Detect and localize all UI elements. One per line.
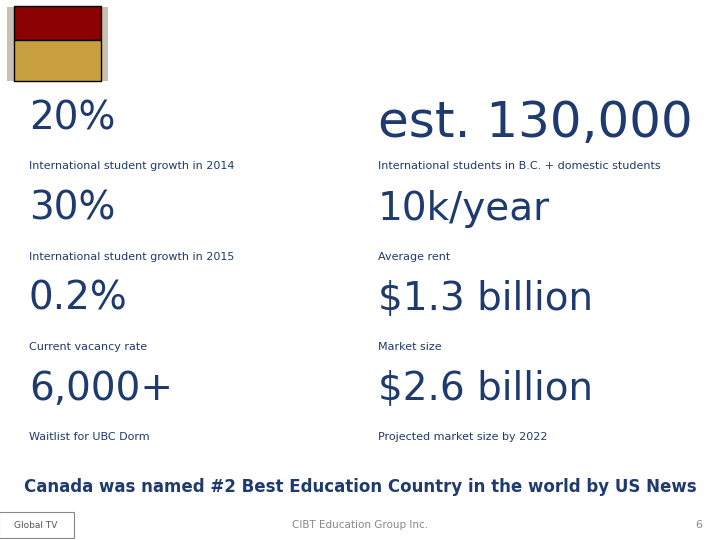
Text: 30%: 30% [29, 190, 115, 227]
Text: Canada was named #2 Best Education Country in the world by US News: Canada was named #2 Best Education Count… [24, 478, 696, 496]
Text: $2.6 billion: $2.6 billion [378, 370, 593, 408]
Text: Metro Vancouver: Metro Vancouver [404, 56, 604, 76]
Text: 10k/year: 10k/year [378, 190, 550, 227]
Text: International student growth in 2014: International student growth in 2014 [29, 161, 235, 171]
Text: CIBT Education Group Inc.: CIBT Education Group Inc. [292, 520, 428, 530]
Text: International students in B.C. + domestic students: International students in B.C. + domesti… [378, 161, 660, 171]
Text: $1.3 billion: $1.3 billion [378, 280, 593, 318]
Text: est. 130,000: est. 130,000 [378, 99, 693, 147]
Text: 6: 6 [695, 520, 702, 530]
FancyBboxPatch shape [14, 6, 101, 39]
Text: 20%: 20% [29, 99, 115, 137]
FancyBboxPatch shape [14, 40, 101, 81]
Text: Global TV: Global TV [14, 521, 58, 530]
Text: 6,000+: 6,000+ [29, 370, 173, 408]
FancyBboxPatch shape [7, 7, 108, 81]
Text: Market size: Market size [378, 342, 441, 352]
Text: Average rent: Average rent [378, 252, 450, 261]
FancyBboxPatch shape [0, 512, 74, 538]
Text: International student growth in 2015: International student growth in 2015 [29, 252, 234, 261]
Text: Market Size for Student Housing in: Market Size for Student Housing in [225, 18, 639, 38]
Text: 0.2%: 0.2% [29, 280, 127, 318]
Text: Projected market size by 2022: Projected market size by 2022 [378, 432, 547, 442]
Text: Waitlist for UBC Dorm: Waitlist for UBC Dorm [29, 432, 150, 442]
Text: Current vacancy rate: Current vacancy rate [29, 342, 147, 352]
